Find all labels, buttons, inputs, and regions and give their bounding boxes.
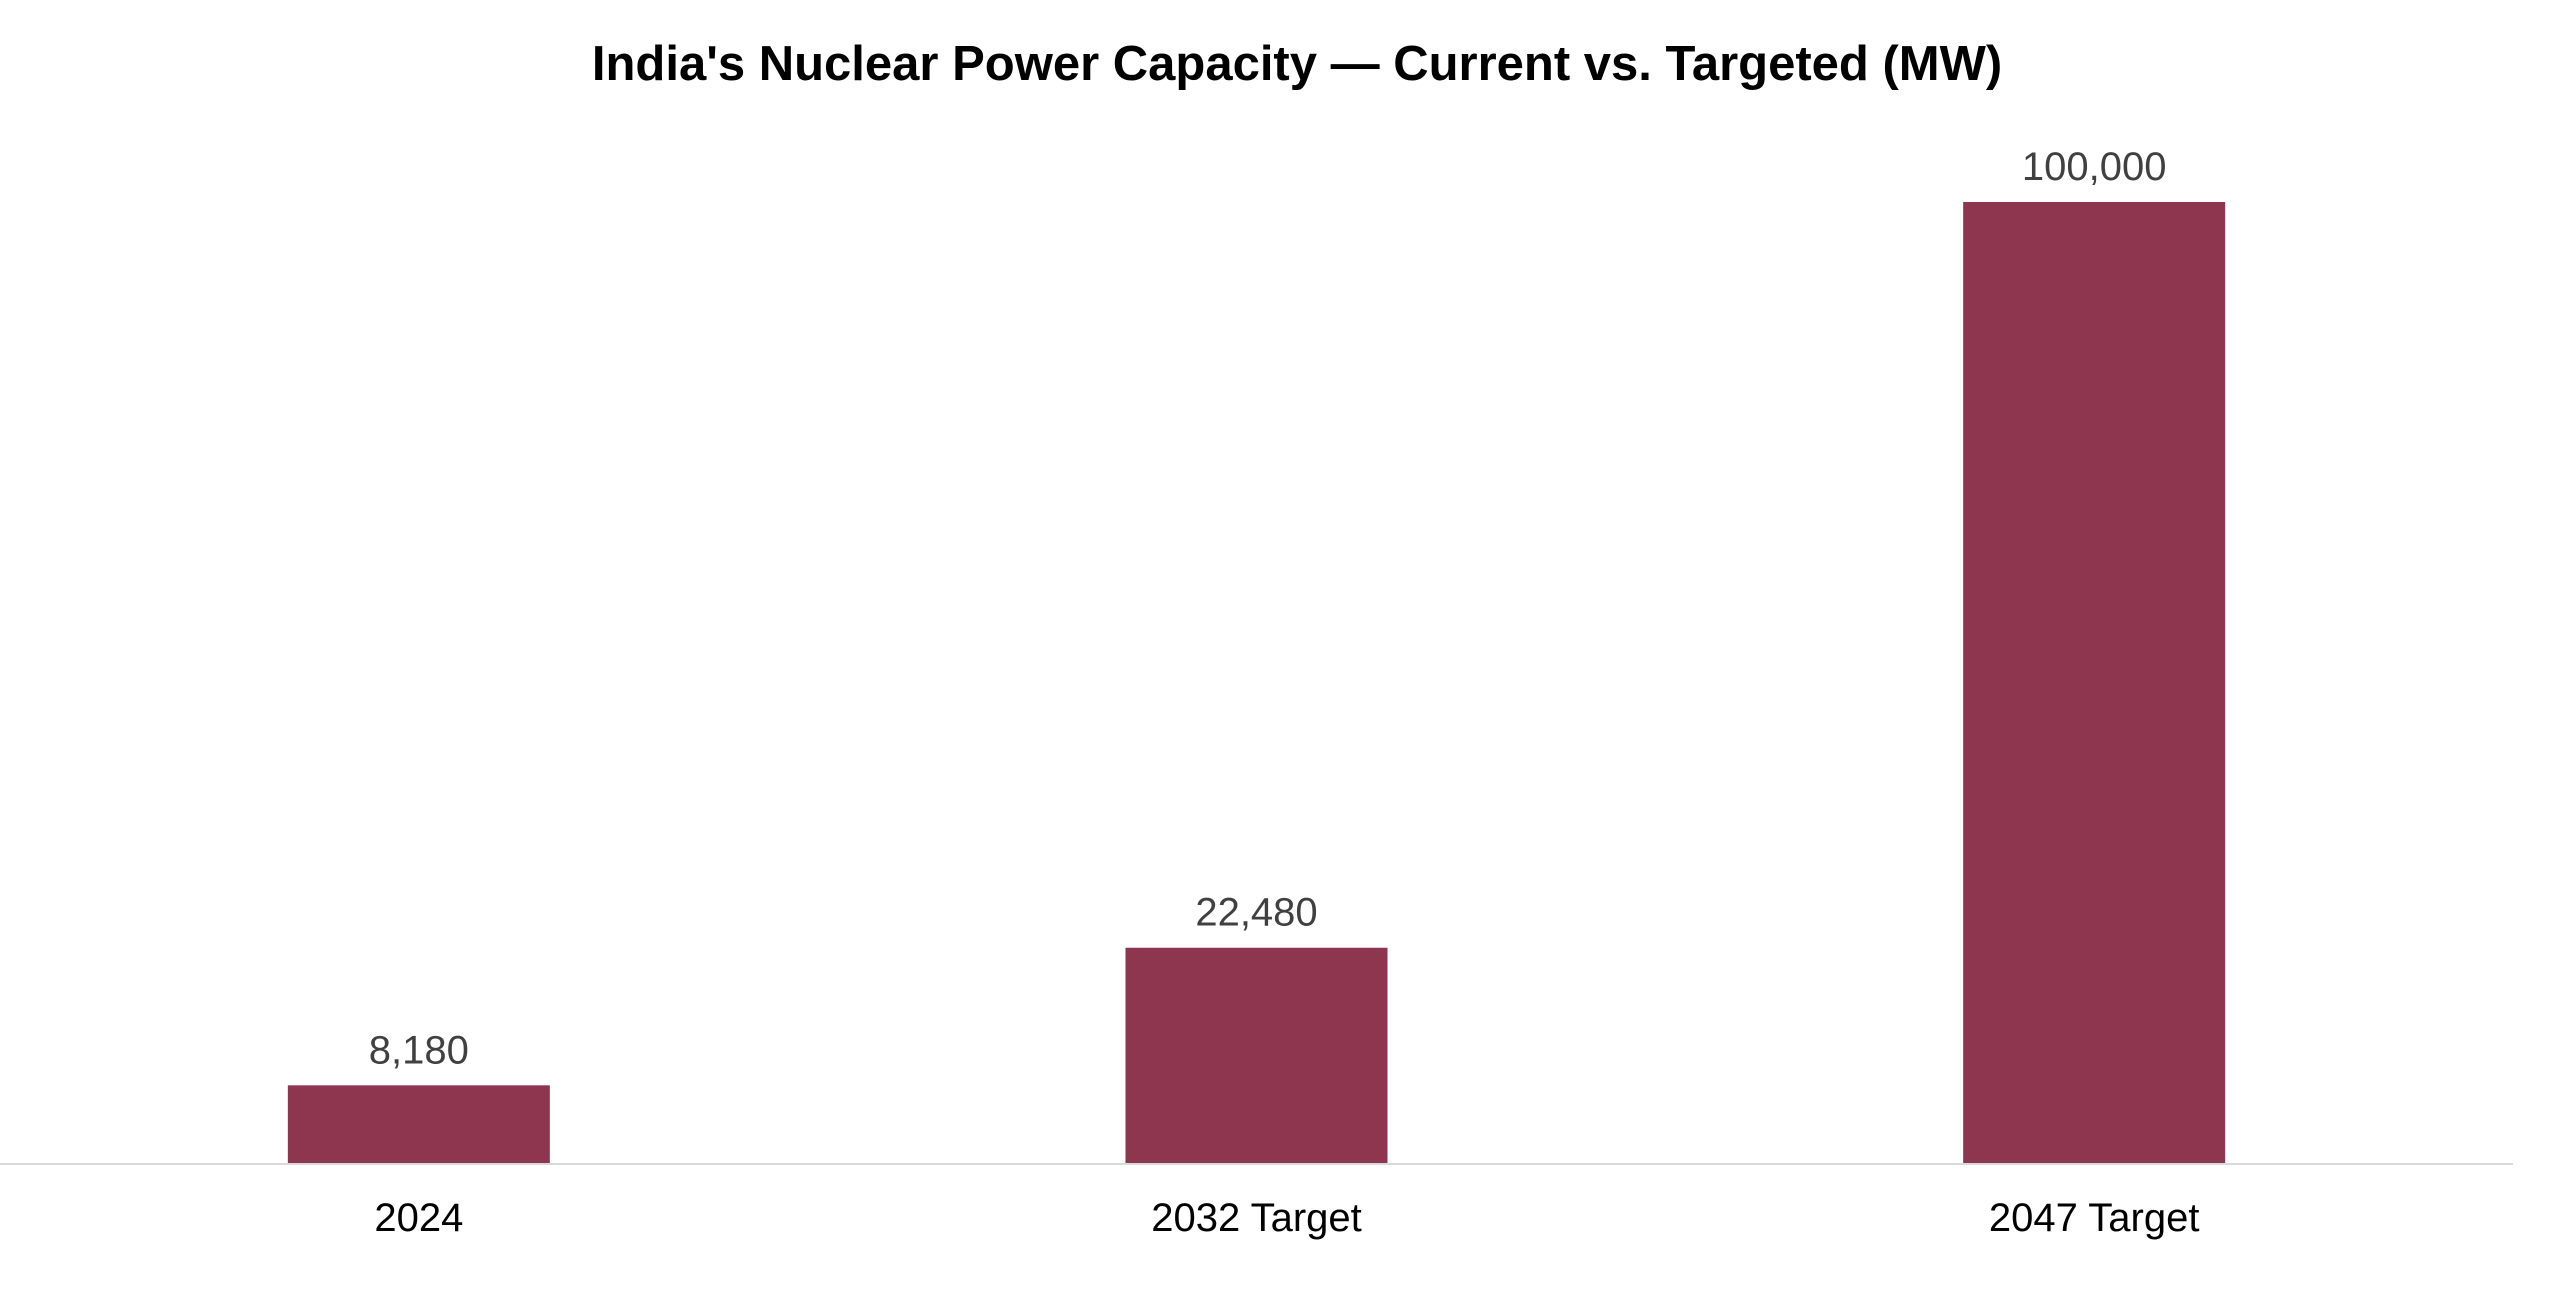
x-tick-labels: 2024 2032 Target 2047 Target <box>374 1196 2199 1240</box>
bar-1 <box>1125 947 1388 1164</box>
data-label-2: 100,000 <box>2022 145 2167 189</box>
bar-0 <box>287 1085 550 1164</box>
bars-layer <box>287 202 2226 1164</box>
x-tick-label-1: 2032 Target <box>1151 1196 1362 1240</box>
data-label-1: 22,480 <box>1195 891 1317 935</box>
x-tick-label-2: 2047 Target <box>1989 1196 2200 1240</box>
bar-2 <box>1963 202 2226 1164</box>
chart-title: India's Nuclear Power Capacity — Current… <box>592 37 2002 91</box>
x-tick-label-0: 2024 <box>374 1196 463 1240</box>
data-label-0: 8,180 <box>369 1028 469 1072</box>
data-labels-layer: 8,180 22,480 100,000 <box>369 145 2167 1072</box>
